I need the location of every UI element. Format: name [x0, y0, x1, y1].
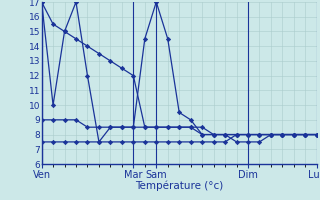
X-axis label: Température (°c): Température (°c) [135, 181, 223, 191]
